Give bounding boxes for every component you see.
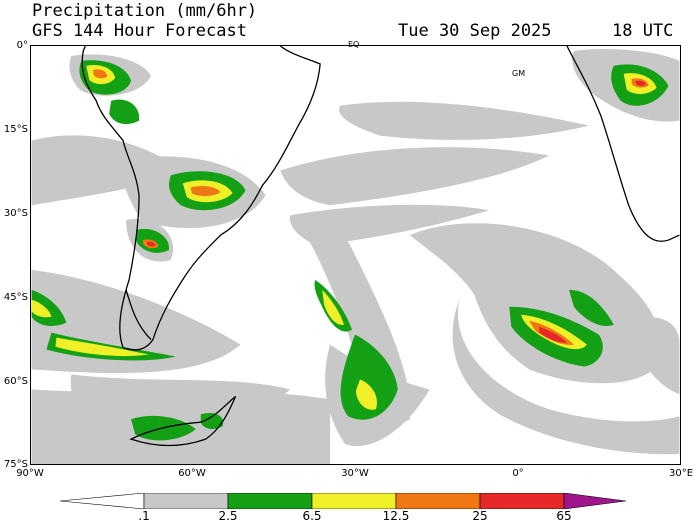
greenwich-meridian-label: GM [512,69,526,78]
lat-label-15s: 15°S [3,124,28,135]
scale-segment-heavy [311,493,397,509]
precip-color-scale [60,493,626,509]
lon-label-0: 0° [512,468,524,479]
precip-heavy-regions [31,65,657,410]
coastlines [81,46,680,447]
scale-segment-light [143,493,229,509]
scale-label-1: 2.5 [218,509,238,523]
lat-label-0: 0° [16,40,28,51]
forecast-subtitle: GFS 144 Hour Forecast [32,21,247,41]
scale-segment-intense [479,493,565,509]
scale-segment-very-heavy [395,493,481,509]
scale-label-2: 6.5 [302,509,322,523]
forecast-time: 18 UTC [612,21,674,41]
scale-label-4: 25 [472,509,488,523]
lat-label-60s: 60°S [3,376,28,387]
scale-extreme-end [563,493,626,509]
lat-label-30s: 30°S [3,208,28,219]
scale-label-0: .1 [138,509,150,523]
lon-label-60w: 60°W [178,468,206,479]
scale-light-end [60,493,145,509]
scale-segment-moderate [227,493,313,509]
lat-label-45s: 45°S [3,292,28,303]
scale-label-5: 65 [556,509,572,523]
lon-label-30w: 30°W [341,468,369,479]
forecast-date: Tue 30 Sep 2025 [398,21,552,41]
map-title: Precipitation (mm/6hr) [32,1,258,21]
scale-label-3: 12.5 [382,509,410,523]
precip-intense-regions [146,80,646,343]
lon-label-30e: 30°E [668,468,694,479]
equator-label: EQ [348,40,360,49]
lon-label-90w: 90°W [16,468,44,479]
precipitation-map [30,45,681,465]
lat-label-75s: 75°S [3,459,28,470]
